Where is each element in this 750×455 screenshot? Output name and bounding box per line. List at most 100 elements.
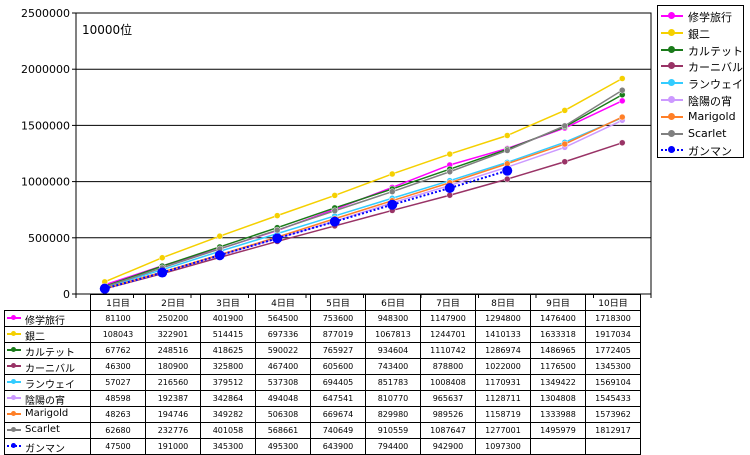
data-point xyxy=(329,216,340,227)
x-category-label: 3日目 xyxy=(200,294,256,311)
table-cell: 877019 xyxy=(310,326,366,343)
table-cell: 81100 xyxy=(90,310,146,327)
legend-item: 銀二 xyxy=(658,25,744,42)
table-cell: 48263 xyxy=(90,406,146,423)
legend-swatch-dot xyxy=(668,79,675,87)
table-cell: 467400 xyxy=(255,358,311,375)
row-swatch-dot xyxy=(11,411,16,416)
data-point xyxy=(504,175,511,183)
table-cell: 1345300 xyxy=(585,358,641,375)
table-row: カーニバル 46300 180900 325800 467400 605600 743400… xyxy=(4,358,641,375)
data-point xyxy=(389,170,396,178)
data-point xyxy=(561,140,568,148)
table-row: ランウェイ 57027 216560 379512 537308 694405 851783… xyxy=(4,374,641,391)
table-cell: 1495979 xyxy=(530,422,586,439)
row-swatch-dot xyxy=(11,427,16,432)
table-cell: 342864 xyxy=(200,390,256,407)
row-swatch-dot xyxy=(11,363,16,368)
table-cell: 379512 xyxy=(200,374,256,391)
row-label-text: Marigold xyxy=(25,408,69,419)
legend-item: 陰陽の宵 xyxy=(658,92,744,109)
table-cell: 1067813 xyxy=(365,326,421,343)
y-tick-label: 2000000 xyxy=(21,63,70,76)
data-point xyxy=(561,107,568,114)
table-cell: 192387 xyxy=(145,390,201,407)
data-point xyxy=(331,192,338,199)
legend-swatch-dot xyxy=(668,129,675,137)
table-cell: 506308 xyxy=(255,406,311,423)
data-point xyxy=(159,254,166,261)
data-point xyxy=(389,188,396,195)
y-tick-label: 2500000 xyxy=(21,7,70,20)
legend-item: ガンマン xyxy=(658,142,744,159)
table-header-row: 1日目 2日目 3日目 4日目 5日目 6日目 7日目 8日目 9日目 10日目 xyxy=(5,294,641,311)
table-cell: 1170931 xyxy=(475,374,531,391)
legend-label: カルテット xyxy=(688,44,743,58)
table-cell: 108043 xyxy=(90,326,146,343)
plot-area xyxy=(75,12,652,295)
table-cell: 1294800 xyxy=(475,310,531,327)
y-tick-label: 500000 xyxy=(28,232,70,245)
data-point xyxy=(619,113,626,121)
data-point xyxy=(274,226,281,234)
row-swatch-dot xyxy=(11,395,16,400)
table-cell: 494048 xyxy=(255,390,311,407)
data-point xyxy=(561,158,568,166)
table-cell: 1333988 xyxy=(530,406,586,423)
table-cell: 1633318 xyxy=(530,326,586,343)
table-cell: 248516 xyxy=(145,342,201,359)
row-series-label: カルテット xyxy=(4,342,91,359)
x-category-label: 8日目 xyxy=(475,294,531,311)
table-cell: 564500 xyxy=(255,310,311,327)
table-cell: 1147900 xyxy=(420,310,476,327)
data-table: 1日目 2日目 3日目 4日目 5日目 6日目 7日目 8日目 9日目 10日目 修学旅行 81100… xyxy=(4,294,641,455)
table-cell: 514415 xyxy=(200,326,256,343)
table-cell: 48598 xyxy=(90,390,146,407)
legend-item: カーニバル xyxy=(658,58,744,75)
y-tick-label: 0 xyxy=(63,288,70,301)
data-point xyxy=(331,207,338,215)
row-series-label: ランウェイ xyxy=(4,374,91,391)
legend-swatch-dot xyxy=(668,28,675,36)
table-cell: 743400 xyxy=(365,358,421,375)
table-cell: 1917034 xyxy=(585,326,641,343)
row-label-text: 陰陽の宵 xyxy=(25,396,65,407)
legend-swatch-dot xyxy=(668,112,675,120)
table-cell: 829980 xyxy=(365,406,421,423)
x-category-label: 6日目 xyxy=(365,294,421,311)
table-cell: 851783 xyxy=(365,374,421,391)
legend-label: ランウェイ xyxy=(688,78,743,92)
row-swatch-dot xyxy=(11,331,16,336)
data-point xyxy=(214,250,225,261)
legend-item: 修学旅行 xyxy=(658,8,744,25)
series-line xyxy=(104,89,623,288)
table-cell: 1304808 xyxy=(530,390,586,407)
row-series-label: 銀二 xyxy=(4,326,91,343)
table-row: 修学旅行 81100 250200 401900 564500 753600 948300 1… xyxy=(4,310,641,327)
x-category-label: 10日目 xyxy=(585,294,641,311)
table-cell: 325800 xyxy=(200,358,256,375)
table-cell: 322901 xyxy=(145,326,201,343)
row-series-label: カーニバル xyxy=(4,358,91,375)
row-series-label: Marigold xyxy=(4,406,91,423)
table-cell: 605600 xyxy=(310,358,366,375)
row-swatch-dot xyxy=(11,379,16,384)
series-line xyxy=(104,116,623,289)
table-cell: 1545433 xyxy=(585,390,641,407)
legend-label: 陰陽の宵 xyxy=(688,95,732,108)
data-point xyxy=(157,267,168,278)
table-cell: 57027 xyxy=(90,374,146,391)
row-label-text: カーニバル xyxy=(25,364,75,375)
legend-label: 銀二 xyxy=(688,27,710,41)
row-label-text: カルテット xyxy=(25,348,75,359)
data-point xyxy=(387,199,398,210)
table-cell: 878800 xyxy=(420,358,476,375)
table-cell: 568661 xyxy=(255,422,311,439)
table-row: Scarlet 62680 232776 401058 568661 740649 9105… xyxy=(4,422,641,439)
x-category-label: 4日目 xyxy=(255,294,311,311)
data-point xyxy=(561,122,568,130)
row-series-label: 陰陽の宵 xyxy=(4,390,91,407)
table-cell: 1277001 xyxy=(475,422,531,439)
table-cell: 1176500 xyxy=(530,358,586,375)
table-cell: 67762 xyxy=(90,342,146,359)
